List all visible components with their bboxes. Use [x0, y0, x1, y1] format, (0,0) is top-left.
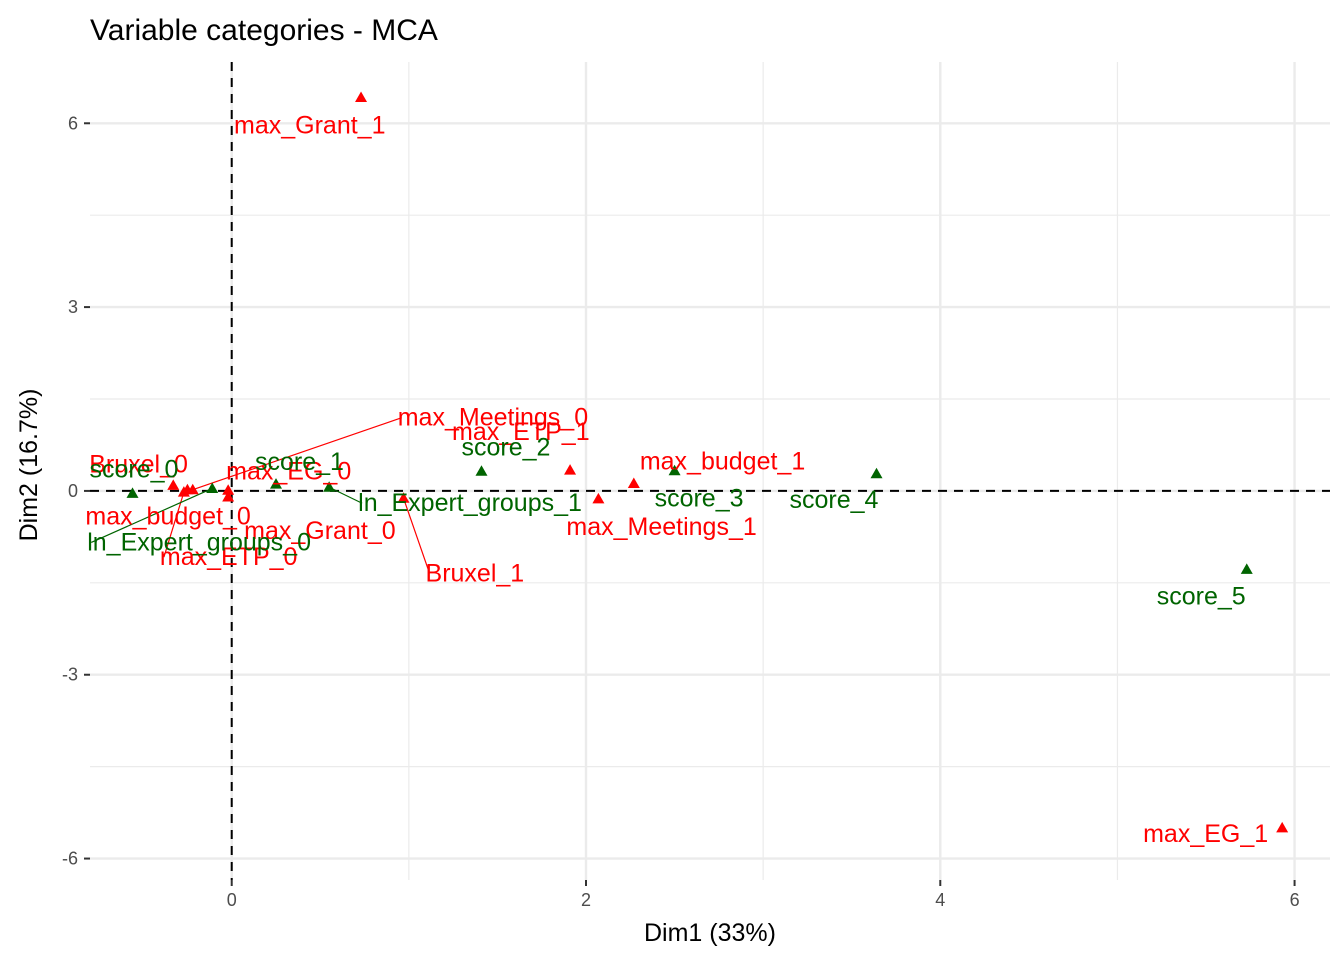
point-label-score-4: score_4: [790, 486, 879, 514]
point-marker-score-5: [1240, 563, 1253, 574]
x-axis-title: Dim1 (33%): [644, 919, 776, 947]
point-marker-max-budget-1: [627, 477, 640, 489]
x-tick-label: 0: [227, 890, 237, 910]
point-marker-ln-expert-groups-0: [206, 482, 219, 493]
y-tick-label: -3: [62, 665, 78, 685]
point-label-max-grant-1: max_Grant_1: [234, 112, 385, 140]
point-label-max-eg-0: max_EG_0: [226, 457, 351, 485]
point-marker-bruxel-1: [397, 492, 410, 503]
axes: 0 2 4 6 -6 -3 0 3 6: [62, 113, 1300, 910]
data-points: [126, 91, 1289, 833]
point-marker-score-1: [270, 478, 282, 489]
point-label-bruxel-1: Bruxel_1: [426, 559, 525, 587]
x-tick-label: 4: [935, 890, 945, 910]
point-marker-score-4: [870, 467, 883, 479]
grid: [90, 62, 1330, 880]
x-tick-label: 6: [1290, 890, 1300, 910]
y-tick-label: -6: [62, 849, 78, 869]
point-label-max-eg-1: max_EG_1: [1143, 820, 1268, 848]
label-leader-lines: [90, 417, 431, 574]
point-marker-max-meetings-1: [592, 492, 605, 504]
point-label-max-budget-1: max_budget_1: [640, 448, 805, 476]
y-axis-title: Dim2 (16.7%): [15, 389, 43, 542]
leader-line-bruxel-1: [402, 498, 431, 574]
y-tick-label: 0: [68, 481, 78, 501]
point-label-max-budget-0: max_budget_0: [85, 503, 250, 531]
point-label-max-meetings-1: max_Meetings_1: [566, 513, 756, 541]
chart-title: Variable categories - MCA: [90, 14, 438, 47]
point-label-score-2: score_2: [461, 433, 550, 461]
point-label-score-1: score_1: [255, 448, 344, 476]
point-marker-score-2: [475, 465, 488, 476]
y-tick-label: 6: [68, 113, 78, 133]
point-marker-bruxel-0: [167, 479, 180, 490]
x-tick-label: 2: [581, 890, 591, 910]
point-marker-ln-expert-groups-1: [323, 481, 336, 492]
leader-line-max-meetings-0: [192, 417, 402, 491]
leader-line-ln-expert-groups-0: [90, 487, 213, 544]
point-marker-score-3: [668, 464, 681, 476]
point-marker-max-grant-1: [355, 91, 368, 103]
point-label-max-meetings-0: max_Meetings_0: [398, 404, 588, 432]
point-label-score-0: score_0: [90, 455, 179, 483]
point-marker-max-eg-0: [222, 484, 235, 495]
point-marker-max-etp-1: [564, 464, 577, 475]
point-label-max-etp-0: max_ETP_0: [160, 543, 298, 571]
point-label-score-5: score_5: [1157, 582, 1246, 610]
point-label-ln-expert-groups-1: ln_Expert_groups_1: [358, 489, 582, 517]
point-label-score-3: score_3: [655, 485, 744, 513]
point-marker-max-etp-0: [177, 486, 190, 497]
reference-lines: [90, 62, 1330, 880]
point-label-max-grant-0: max_Grant_0: [244, 517, 395, 545]
point-marker-score-0: [126, 487, 139, 498]
leader-line-ln-expert-groups-1: [328, 486, 363, 504]
point-label-max-etp-1: max_ETP_1: [452, 418, 590, 446]
point-marker-max-grant-0: [222, 491, 235, 502]
point-label-ln-expert-groups-0: ln_Expert_groups_0: [87, 528, 311, 556]
point-labels: max_Grant_1 max_Meetings_0 Bruxel_0 max_EG_…: [85, 112, 1268, 848]
point-marker-max-eg-1: [1276, 821, 1289, 833]
y-tick-label: 3: [68, 297, 78, 317]
point-label-bruxel-0: Bruxel_0: [89, 450, 188, 478]
